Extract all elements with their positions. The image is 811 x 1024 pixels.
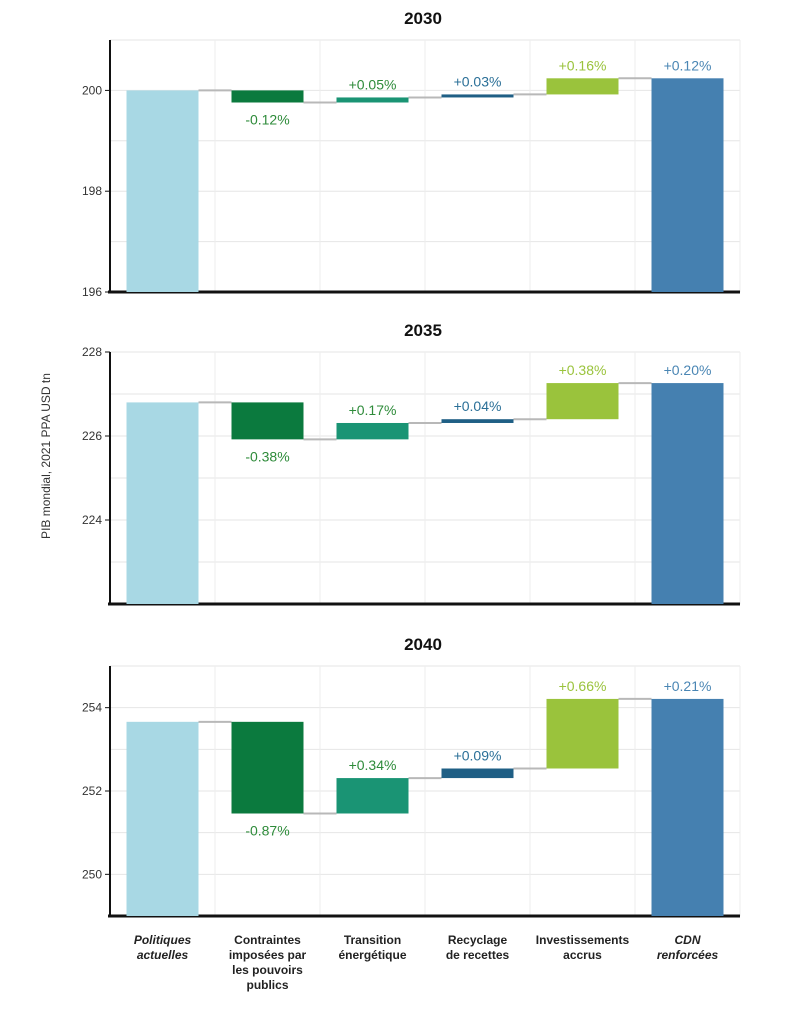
bar xyxy=(336,422,409,440)
category-labels: Politiques actuelles Contraintes imposées p… xyxy=(134,933,719,992)
category-label-line: de recettes xyxy=(446,948,510,962)
category-label: Investissements accrus xyxy=(536,933,630,962)
bar xyxy=(441,768,514,779)
panel-title: 2030 xyxy=(404,9,442,28)
data-label: +0.16% xyxy=(559,57,607,73)
category-label-line: Transition xyxy=(344,933,401,947)
panel-2040: 2040 250 252 254 -0.87% +0.34% +0.09% +0.66% +0.… xyxy=(82,635,741,918)
data-label: +0.21% xyxy=(664,678,712,694)
y-tick-label: 228 xyxy=(82,345,102,359)
bar xyxy=(651,78,724,292)
category-label: Politiques actuelles xyxy=(134,933,192,962)
category-label: Recyclage de recettes xyxy=(446,933,510,962)
data-label: +0.20% xyxy=(664,362,712,378)
panel-title: 2040 xyxy=(404,635,442,654)
bar xyxy=(441,94,514,98)
data-label: -0.87% xyxy=(245,823,289,839)
bar xyxy=(546,78,619,95)
category-label-line: imposées par xyxy=(229,948,307,962)
category-label-line: Contraintes xyxy=(234,933,301,947)
data-label: +0.38% xyxy=(559,362,607,378)
bar xyxy=(651,383,724,604)
data-label: +0.34% xyxy=(349,757,397,773)
bar xyxy=(546,698,619,769)
y-tick-label: 254 xyxy=(82,701,102,715)
panel-2030: 2030 196 198 200 -0.12% +0.05% +0.03% +0.16% +0.… xyxy=(82,9,741,299)
y-tick-label: 226 xyxy=(82,429,102,443)
category-label-line: actuelles xyxy=(137,948,189,962)
bar xyxy=(336,97,409,103)
data-label: -0.12% xyxy=(245,111,289,127)
data-label: +0.05% xyxy=(349,76,397,92)
panel-title: 2035 xyxy=(404,321,442,340)
data-label: +0.04% xyxy=(454,398,502,414)
bar xyxy=(651,698,724,916)
y-tick-label: 196 xyxy=(82,285,102,299)
data-label: +0.17% xyxy=(349,402,397,418)
bar xyxy=(231,721,304,814)
panel-2035: 2035 224 226 228 -0.38% +0.17% +0.04% +0.38% +0.… xyxy=(82,321,741,606)
category-label-line: Recyclage xyxy=(448,933,508,947)
category-label-line: accrus xyxy=(563,948,602,962)
bar xyxy=(126,402,199,604)
data-label: +0.03% xyxy=(454,73,502,89)
category-label-line: CDN xyxy=(675,933,701,947)
bar xyxy=(546,383,619,420)
y-tick-label: 224 xyxy=(82,513,102,527)
category-label-line: les pouvoirs xyxy=(232,963,303,977)
y-tick-label: 252 xyxy=(82,784,102,798)
y-axis-title: PIB mondial, 2021 PPA USD tn xyxy=(39,373,53,539)
category-label-line: Politiques xyxy=(134,933,192,947)
bar xyxy=(126,721,199,916)
data-label: +0.09% xyxy=(454,748,502,764)
category-label: CDN renforcées xyxy=(657,933,719,962)
bar xyxy=(441,419,514,423)
bar xyxy=(231,402,304,440)
category-label-line: Investissements xyxy=(536,933,630,947)
category-label: Transition énergétique xyxy=(338,933,406,962)
data-label: +0.66% xyxy=(559,678,607,694)
category-label-line: publics xyxy=(246,978,288,992)
y-tick-label: 200 xyxy=(82,83,102,97)
bar xyxy=(126,90,199,293)
y-tick-label: 198 xyxy=(82,184,102,198)
data-label: -0.38% xyxy=(245,448,289,464)
bar xyxy=(231,90,304,103)
category-label: Contraintes imposées par les pouvoirs publi… xyxy=(229,933,307,992)
y-tick-label: 250 xyxy=(82,867,102,881)
category-label-line: renforcées xyxy=(657,948,719,962)
chart-panels: 2030 196 198 200 -0.12% +0.05% +0.03% +0.16% +0.… xyxy=(82,9,741,918)
bar xyxy=(336,778,409,814)
category-label-line: énergétique xyxy=(338,948,406,962)
data-label: +0.12% xyxy=(664,57,712,73)
